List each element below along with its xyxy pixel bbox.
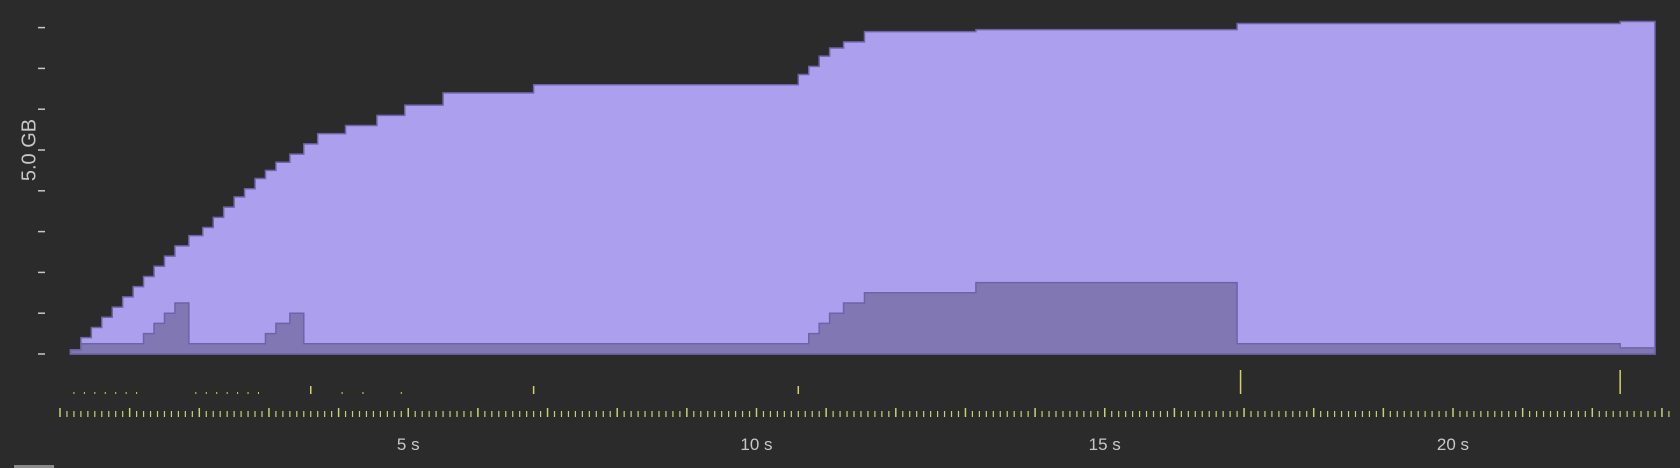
x-tick-label-15: 15 s <box>1089 435 1121 454</box>
event-marker-track <box>73 370 1621 394</box>
y-axis-label: 5.0 GB <box>18 119 40 181</box>
scroll-indicator[interactable] <box>14 465 54 468</box>
time-ruler[interactable] <box>59 408 1670 417</box>
plot-area <box>69 20 1656 355</box>
x-tick-label-10: 10 s <box>740 435 772 454</box>
series-area-total <box>69 20 1656 355</box>
x-tick-label-5: 5 s <box>397 435 420 454</box>
y-axis: 5.0 GB <box>18 26 45 355</box>
x-axis-labels: 5 s 10 s 15 s 20 s <box>397 435 1469 454</box>
x-tick-label-20: 20 s <box>1437 435 1469 454</box>
series-area-sub <box>69 281 1656 355</box>
